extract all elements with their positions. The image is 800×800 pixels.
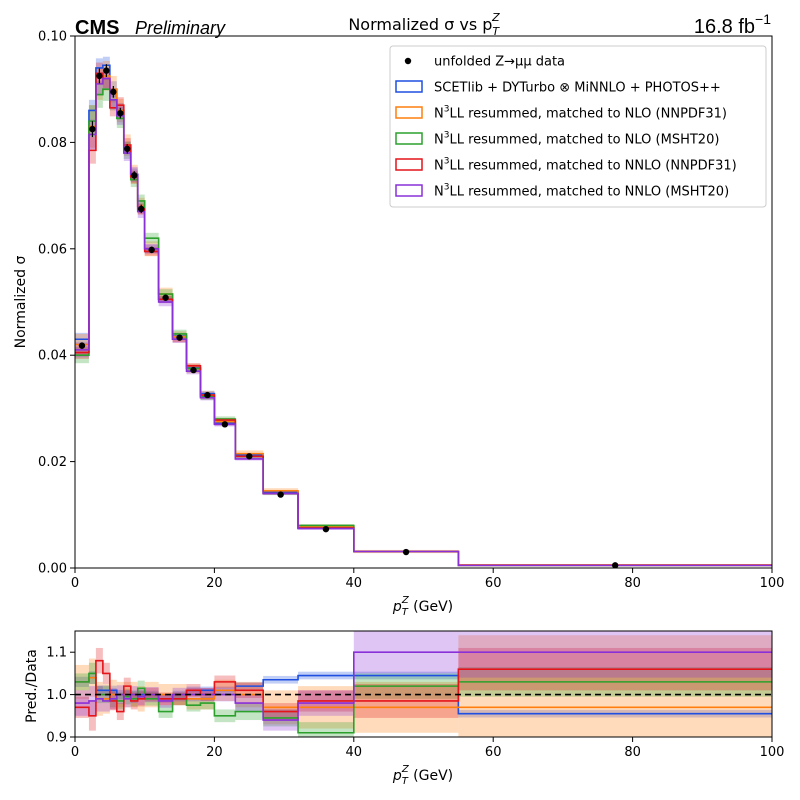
- chart-title-sub: T: [492, 25, 500, 38]
- data-point-8: [138, 205, 145, 213]
- ratio-band-n3ll-resummed-matched-to-nlo-msht20-bin-17: [298, 722, 354, 737]
- ratio-y-tick-label-1.1: 1.1: [46, 646, 67, 661]
- data-point-0: [78, 342, 86, 349]
- main-x-tick-label-20: 20: [206, 576, 223, 591]
- legend: unfolded Z→μμ data SCETlib + DYTurbo ⊗ Mi…: [389, 45, 767, 208]
- legend-label-4: N3LL resummed, matched to NNLO (NNPDF31): [434, 157, 737, 174]
- main-x-ticks: 0 20 40 60 80 100: [71, 568, 785, 591]
- ratio-x-tick-label-20: 20: [206, 745, 223, 760]
- data-point-3: [103, 67, 110, 74]
- ratio-x-label-sup: Z: [401, 764, 410, 775]
- data-point-18: [402, 548, 410, 556]
- data-point-16: [277, 491, 284, 498]
- ratio-x-tick-label-100: 100: [760, 745, 785, 760]
- ratio-uncertainty-bands: [75, 631, 772, 737]
- main-data-points: [78, 64, 619, 569]
- legend-swatch-3: [395, 132, 423, 145]
- ratio-x-tick-label-60: 60: [485, 745, 502, 760]
- ratio-y-tick-label-0.9: 0.9: [46, 731, 67, 746]
- main-y-tick-label-0.04: 0.04: [38, 349, 67, 364]
- ratio-x-tick-label-0: 0: [71, 745, 79, 760]
- main-x-label-sub: T: [402, 607, 409, 618]
- legend-swatch-4: [395, 158, 423, 171]
- data-point-4: [110, 88, 117, 96]
- ratio-x-tick-label-40: 40: [346, 745, 363, 760]
- legend-label-3: N3LL resummed, matched to NLO (MSHT20): [434, 131, 719, 148]
- legend-label-1: SCETlib + DYTurbo ⊗ MiNNLO + PHOTOS++: [434, 81, 721, 96]
- main-y-tick-label-0.06: 0.06: [38, 242, 67, 257]
- ratio-x-ticks: 0 20 40 60 80 100: [71, 737, 785, 760]
- data-point-2: [96, 72, 103, 80]
- data-point-10: [162, 294, 169, 301]
- lumi-value: 16.8 fb: [694, 16, 755, 38]
- ratio-prediction-lines: [75, 651, 772, 734]
- legend-marker-data: [404, 57, 412, 65]
- lumi-exponent: −1: [755, 11, 771, 27]
- ratio-x-label-var: p: [392, 768, 402, 784]
- data-point-12: [190, 366, 197, 374]
- data-point-5: [117, 109, 124, 117]
- ratio-line-n3ll-resummed-matched-to-nnlo-msht20: [75, 651, 772, 721]
- data-point-6: [124, 145, 131, 152]
- ratio-x-label-unit: (GeV): [409, 768, 453, 784]
- main-x-axis-label: pTZ (GeV): [392, 595, 453, 618]
- legend-label-2: N3LL resummed, matched to NLO (NNPDF31): [434, 105, 727, 122]
- ratio-y-tick-label-1.0: 1.0: [46, 688, 67, 703]
- main-y-axis-label: Normalized σ: [13, 256, 29, 349]
- main-y-tick-label-0.00: 0.00: [38, 562, 67, 577]
- chart-title-sup: Z: [491, 11, 500, 24]
- main-x-label-var: p: [392, 599, 402, 615]
- main-x-tick-label-40: 40: [346, 576, 363, 591]
- main-x-tick-label-100: 100: [760, 576, 785, 591]
- experiment-label: CMS: [75, 17, 119, 39]
- data-point-11: [176, 334, 183, 341]
- legend-swatch-5: [395, 184, 423, 197]
- data-point-7: [131, 172, 138, 179]
- main-plot-frame: [74, 35, 773, 569]
- main-x-label-unit: (GeV): [409, 599, 453, 615]
- ratio-x-tick-label-80: 80: [624, 745, 641, 760]
- chart-title: Normalized σ vs pTZ: [348, 11, 500, 38]
- main-x-tick-label-80: 80: [624, 576, 641, 591]
- ratio-y-ticks: 0.9 1.0 1.1: [46, 646, 75, 746]
- ratio-y-axis-label: Pred./Data: [24, 649, 40, 723]
- legend-label-5: N3LL resummed, matched to NNLO (MSHT20): [434, 183, 729, 200]
- chart-title-main: Normalized σ vs p: [348, 15, 492, 34]
- main-x-tick-label-60: 60: [485, 576, 502, 591]
- legend-label-0: unfolded Z→μμ data: [434, 55, 565, 70]
- data-point-1: [89, 125, 96, 133]
- data-point-14: [221, 421, 229, 428]
- legend-swatch-2: [395, 106, 423, 119]
- ratio-plot-frame: [74, 630, 773, 738]
- data-point-9: [148, 246, 155, 254]
- main-y-ticks: 0.00 0.02 0.04 0.06 0.08 0.10: [38, 30, 75, 577]
- ratio-x-axis-label: pTZ (GeV): [392, 764, 453, 787]
- data-point-13: [204, 391, 211, 399]
- main-y-tick-label-0.10: 0.10: [38, 30, 67, 45]
- data-point-19: [611, 562, 619, 569]
- main-x-label-sup: Z: [401, 595, 410, 606]
- main-y-tick-label-0.02: 0.02: [38, 455, 67, 470]
- status-label: Preliminary: [135, 18, 226, 38]
- ratio-band-n3ll-resummed-matched-to-nnlo-msht20-bin-19: [458, 631, 772, 678]
- data-point-15: [246, 453, 253, 460]
- main-y-tick-label-0.08: 0.08: [38, 136, 67, 151]
- lumi-label: 16.8 fb−1: [694, 11, 771, 38]
- legend-swatch-1: [395, 80, 423, 93]
- legend-box: [389, 45, 767, 208]
- data-point-17: [322, 525, 330, 533]
- ratio-x-label-sub: T: [402, 776, 409, 787]
- main-x-tick-label-0: 0: [71, 576, 79, 591]
